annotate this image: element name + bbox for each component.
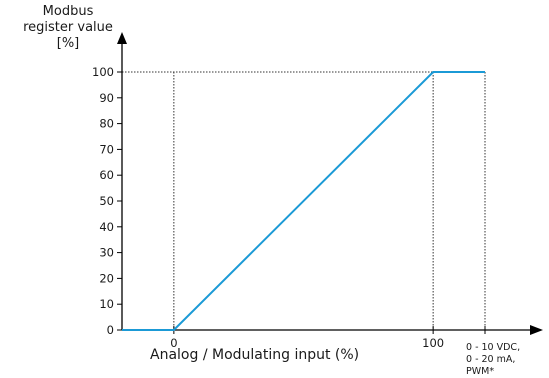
y-tick-label-100: 100 <box>92 65 114 79</box>
x-tick-label-1: 100 <box>422 336 444 350</box>
y-axis-title-line-2: register value <box>0 20 136 36</box>
y-ticks: 0 10 20 30 40 50 60 70 80 90 100 <box>92 65 122 337</box>
x-unit-line-1: 0 - 10 VDC, <box>466 342 520 354</box>
y-axis-title-line-1: Modbus <box>0 4 136 20</box>
series-line-0 <box>122 72 485 330</box>
x-axis-title: Analog / Modulating input (%) <box>150 347 359 363</box>
y-tick-label-60: 60 <box>99 168 114 182</box>
y-tick-label-40: 40 <box>99 220 114 234</box>
y-tick-label-50: 50 <box>99 194 114 208</box>
series-group <box>122 72 485 330</box>
x-unit-line-3: PWM* <box>466 366 494 378</box>
axes <box>117 32 543 335</box>
y-tick-label-90: 90 <box>99 91 114 105</box>
y-tick-label-30: 30 <box>99 246 114 260</box>
y-tick-label-20: 20 <box>99 271 114 285</box>
y-tick-label-10: 10 <box>99 297 114 311</box>
x-unit-line-2: 0 - 20 mA, <box>466 354 515 366</box>
y-tick-label-0: 0 <box>107 323 114 337</box>
x-axis-arrow <box>530 325 543 335</box>
y-tick-label-70: 70 <box>99 142 114 156</box>
y-axis-title-line-3: [%] <box>0 36 136 52</box>
y-tick-label-80: 80 <box>99 117 114 131</box>
